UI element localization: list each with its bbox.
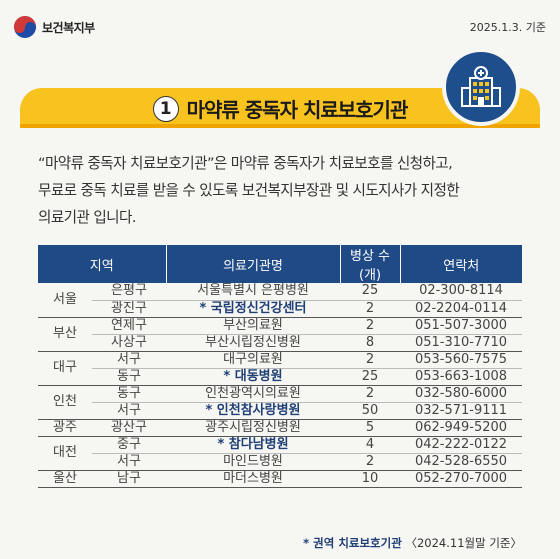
ministry-name: 보건복지부 bbox=[42, 20, 95, 35]
beds-cell: 25 bbox=[340, 283, 400, 301]
description: “마약류 중독자 치료보호기관”은 마약류 중독자가 치료보호를 신청하고, 무… bbox=[38, 150, 538, 231]
district-cell: 연제구 bbox=[92, 317, 166, 335]
region-cell: 부산 bbox=[38, 317, 92, 352]
table-row: 광주 광산구 광주시립정신병원 5 062-949-5200 bbox=[38, 419, 522, 437]
header-contact: 연락처 bbox=[399, 245, 522, 283]
phone-cell: 032-580-6000 bbox=[400, 385, 522, 403]
table-row: 광진구 * 국립정신건강센터 2 02-2204-0114 bbox=[38, 300, 522, 318]
district-cell: 서구 bbox=[92, 351, 166, 369]
hospital-building-icon bbox=[442, 48, 520, 126]
institution-cell: 대구의료원 bbox=[166, 351, 340, 369]
phone-cell: 042-528-6550 bbox=[400, 453, 522, 471]
region-cell: 광주 bbox=[38, 419, 92, 437]
beds-cell: 50 bbox=[340, 402, 400, 420]
phone-cell: 053-663-1008 bbox=[400, 368, 522, 386]
header-beds: 병상 수(개) bbox=[339, 245, 400, 283]
phone-cell: 042-222-0122 bbox=[400, 436, 522, 454]
beds-cell: 25 bbox=[340, 368, 400, 386]
beds-cell: 4 bbox=[340, 436, 400, 454]
district-cell: 서구 bbox=[92, 402, 166, 420]
district-cell: 중구 bbox=[92, 436, 166, 454]
phone-cell: 051-507-3000 bbox=[400, 317, 522, 335]
institution-cell: * 인천참사랑병원 bbox=[166, 402, 340, 420]
section-number: 1 bbox=[152, 95, 179, 122]
district-cell: 은평구 bbox=[92, 283, 166, 301]
beds-cell: 2 bbox=[340, 453, 400, 471]
table-header-row: 지역 의료기관명 병상 수(개) 연락처 bbox=[38, 245, 522, 283]
page-title: 마약류 중독자 치료보호기관 bbox=[186, 98, 409, 122]
district-cell: 사상구 bbox=[92, 334, 166, 352]
footnote: * 권역 치료보호기관 〈2024.11월말 기준〉 bbox=[303, 535, 522, 551]
phone-cell: 02-2204-0114 bbox=[400, 300, 522, 318]
phone-cell: 032-571-9111 bbox=[400, 402, 522, 420]
district-cell: 남구 bbox=[92, 470, 166, 488]
table-row: 울산 남구 마더스병원 10 052-270-7000 bbox=[38, 470, 522, 488]
phone-cell: 062-949-5200 bbox=[400, 419, 522, 437]
table-row: 서구 * 인천참사랑병원 50 032-571-9111 bbox=[38, 402, 522, 420]
district-cell: 서구 bbox=[92, 453, 166, 471]
table-row: 대전 중구 * 참다남병원 4 042-222-0122 bbox=[38, 436, 522, 471]
table-row: 서울 은평구 서울특별시 은평병원 25 02-300-8114 bbox=[38, 283, 522, 318]
table-row: 서구 마인드병원 2 042-528-6550 bbox=[38, 453, 522, 471]
footnote-marker: * 권역 치료보호기관 bbox=[303, 536, 402, 550]
beds-cell: 2 bbox=[340, 300, 400, 318]
beds-cell: 5 bbox=[340, 419, 400, 437]
institution-table: 지역 의료기관명 병상 수(개) 연락처 서울 은평구 서울특별시 은평병원 2… bbox=[38, 245, 522, 488]
institution-cell: 광주시립정신병원 bbox=[166, 419, 340, 437]
region-cell: 대전 bbox=[38, 436, 92, 471]
table-row: 사상구 부산시립정신병원 8 051-310-7710 bbox=[38, 334, 522, 352]
beds-cell: 2 bbox=[340, 317, 400, 335]
region-cell: 대구 bbox=[38, 351, 92, 386]
phone-cell: 053-560-7575 bbox=[400, 351, 522, 369]
phone-cell: 051-310-7710 bbox=[400, 334, 522, 352]
footnote-date: 〈2024.11월말 기준〉 bbox=[405, 536, 522, 550]
header-region: 지역 bbox=[38, 245, 166, 283]
institution-cell: * 대동병원 bbox=[166, 368, 340, 386]
region-cell: 서울 bbox=[38, 283, 92, 318]
region-cell: 울산 bbox=[38, 470, 92, 488]
institution-cell: * 국립정신건강센터 bbox=[166, 300, 340, 318]
institution-cell: 부산시립정신병원 bbox=[166, 334, 340, 352]
beds-cell: 2 bbox=[340, 351, 400, 369]
phone-cell: 052-270-7000 bbox=[400, 470, 522, 488]
description-line: 의료기관 입니다. bbox=[38, 209, 136, 226]
description-line: 무료로 중독 치료를 받을 수 있도록 보건복지부장관 및 시도지사가 지정한 bbox=[38, 182, 460, 199]
phone-cell: 02-300-8114 bbox=[400, 283, 522, 301]
district-cell: 동구 bbox=[92, 385, 166, 403]
taegeuk-emblem-icon bbox=[14, 16, 36, 38]
institution-cell: 인천광역시의료원 bbox=[166, 385, 340, 403]
beds-cell: 8 bbox=[340, 334, 400, 352]
institution-cell: 서울특별시 은평병원 bbox=[166, 283, 340, 301]
region-cell: 인천 bbox=[38, 385, 92, 420]
table-row: 부산 연제구 부산의료원 2 051-507-3000 bbox=[38, 317, 522, 352]
ministry-logo: 보건복지부 bbox=[14, 16, 95, 38]
description-line: “마약류 중독자 치료보호기관”은 마약류 중독자가 치료보호를 신청하고, bbox=[38, 155, 453, 172]
beds-cell: 2 bbox=[340, 385, 400, 403]
table-row: 동구 * 대동병원 25 053-663-1008 bbox=[38, 368, 522, 386]
institution-cell: * 참다남병원 bbox=[166, 436, 340, 454]
district-cell: 광진구 bbox=[92, 300, 166, 318]
district-cell: 동구 bbox=[92, 368, 166, 386]
table-row: 대구 서구 대구의료원 2 053-560-7575 bbox=[38, 351, 522, 386]
beds-cell: 10 bbox=[340, 470, 400, 488]
district-cell: 광산구 bbox=[92, 419, 166, 437]
institution-cell: 부산의료원 bbox=[166, 317, 340, 335]
header-institution: 의료기관명 bbox=[165, 245, 340, 283]
table-row: 인천 동구 인천광역시의료원 2 032-580-6000 bbox=[38, 385, 522, 420]
institution-cell: 마더스병원 bbox=[166, 470, 340, 488]
institution-cell: 마인드병원 bbox=[166, 453, 340, 471]
reference-date: 2025.1.3. 기준 bbox=[469, 21, 546, 34]
top-bar: 보건복지부 2025.1.3. 기준 bbox=[0, 0, 560, 50]
